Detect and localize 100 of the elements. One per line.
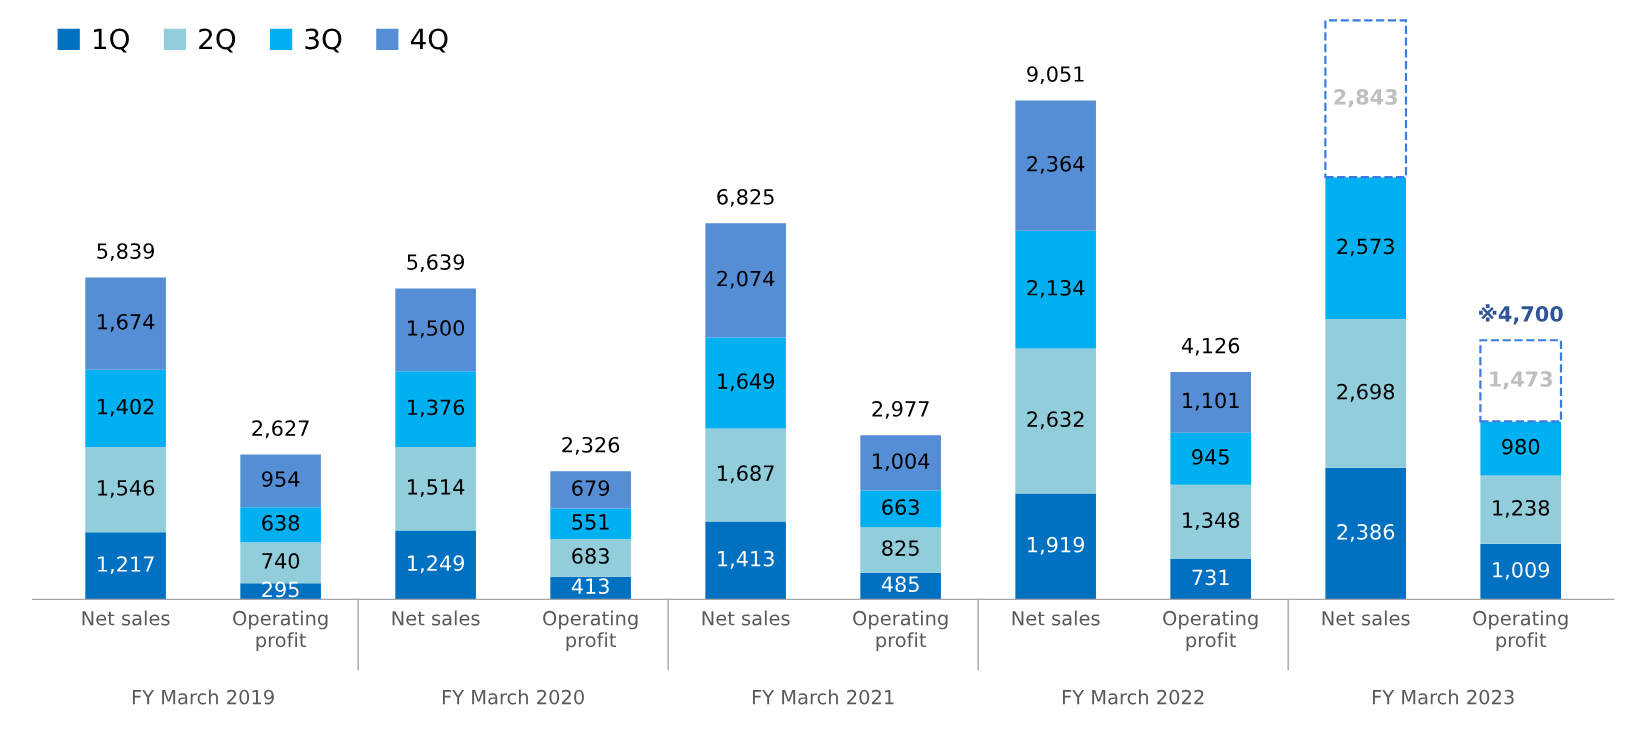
data-label: 954 <box>262 471 300 487</box>
legend-label: 4Q <box>410 28 448 53</box>
data-label: 740 <box>262 553 300 569</box>
bar <box>1170 371 1251 433</box>
x-tick-label: Net sales <box>1012 610 1100 626</box>
text: FY March 2021 <box>752 689 894 705</box>
data-label: 679 <box>572 480 610 496</box>
text: FY March 2020 <box>442 689 584 705</box>
bar <box>860 435 941 491</box>
bar <box>395 371 476 448</box>
data-label: 2,134 <box>1027 279 1085 298</box>
bar <box>85 447 166 533</box>
data-label: 551 <box>572 514 609 530</box>
data-label: 1,649 <box>718 373 774 392</box>
x-tick-label: Net sales <box>1322 610 1410 626</box>
data-label: 2,074 <box>717 270 775 289</box>
data-label: 980 <box>1502 438 1540 455</box>
bar <box>1479 339 1563 423</box>
data-label: 2,386 <box>1337 523 1395 542</box>
bar <box>1480 543 1561 600</box>
data-label: 638 <box>262 515 300 531</box>
bar <box>1170 432 1251 485</box>
bar <box>1325 177 1406 320</box>
bar <box>550 471 631 509</box>
data-label: 2,573 <box>1337 238 1394 257</box>
bar <box>1324 19 1408 179</box>
data-label: 683 <box>572 548 609 564</box>
bar <box>705 337 786 429</box>
bar <box>1170 484 1251 560</box>
total-label: 2,326 <box>562 436 620 455</box>
legend-label: 3Q <box>305 28 342 53</box>
x-tick-label: Net sales <box>82 610 170 626</box>
data-label: 1,514 <box>408 479 465 497</box>
bar <box>395 530 476 600</box>
data-label: 1,238 <box>1493 499 1550 518</box>
bar <box>860 490 941 528</box>
bar <box>395 288 476 372</box>
x-tick-label: Operating profit <box>1473 610 1568 652</box>
data-label: 1,376 <box>408 399 465 418</box>
data-label: 1,101 <box>1183 392 1239 411</box>
legend-label: 2Q <box>199 28 236 53</box>
bar <box>1325 319 1406 468</box>
data-label: 663 <box>882 499 919 515</box>
total-label: ※4,700 <box>1479 304 1563 325</box>
data-label: 295 <box>262 581 299 598</box>
data-label: 1,473 <box>1490 371 1552 390</box>
bar <box>550 508 631 539</box>
x-tick-label: Operating profit <box>1163 610 1258 652</box>
bar <box>705 521 786 600</box>
data-label: 825 <box>882 540 919 556</box>
bar <box>395 447 476 531</box>
total-label: 5,639 <box>407 254 464 273</box>
total-label: 4,126 <box>1181 337 1240 356</box>
total-label: 2,627 <box>252 420 309 439</box>
total-label: 9,051 <box>1027 66 1084 85</box>
bar <box>85 277 166 370</box>
data-label: 1,674 <box>98 313 155 332</box>
data-label: 1,348 <box>1183 512 1240 531</box>
text: FY March 2023 <box>1373 689 1514 705</box>
x-tick-label: Operating profit <box>233 610 328 652</box>
data-label: 945 <box>1192 449 1229 465</box>
bar <box>1015 493 1096 600</box>
bar <box>1015 348 1096 494</box>
data-label: 2,632 <box>1027 411 1084 430</box>
data-label: 1,402 <box>98 398 154 417</box>
bar <box>85 532 166 600</box>
bar <box>550 538 631 577</box>
bar <box>1170 559 1251 600</box>
bar <box>1015 230 1096 349</box>
x-tick-label: Net sales <box>702 610 790 626</box>
data-label: 1,009 <box>1493 561 1550 580</box>
bar <box>705 428 786 522</box>
data-label: 1,249 <box>408 555 464 574</box>
bar <box>1480 475 1561 544</box>
total-label: 5,839 <box>97 243 154 262</box>
data-label: 1,687 <box>718 465 774 484</box>
bar <box>240 507 321 543</box>
data-label: 1,004 <box>873 453 930 472</box>
total-label: 2,977 <box>872 400 929 419</box>
total-label: 6,825 <box>717 188 774 207</box>
bar <box>1015 100 1096 231</box>
data-label: 1,546 <box>98 479 155 498</box>
x-tick-label: Net sales <box>392 610 480 626</box>
data-label: 1,919 <box>1028 536 1085 555</box>
legend-label: 1Q <box>93 28 129 53</box>
bar <box>1325 467 1406 600</box>
data-label: 1,413 <box>718 550 774 569</box>
data-label: 731 <box>1192 569 1229 586</box>
data-label: 1,217 <box>98 556 154 575</box>
x-tick-label: Operating profit <box>543 610 638 652</box>
data-label: 413 <box>571 578 609 595</box>
bar <box>705 223 786 338</box>
text: FY March 2022 <box>1062 689 1204 705</box>
data-label: 2,843 <box>1334 89 1397 108</box>
bar <box>240 454 321 508</box>
data-label: 2,698 <box>1337 383 1395 402</box>
data-label: 2,364 <box>1027 155 1085 174</box>
bar <box>860 527 941 573</box>
text: FY March 2019 <box>132 689 274 705</box>
data-label: 485 <box>881 576 919 593</box>
